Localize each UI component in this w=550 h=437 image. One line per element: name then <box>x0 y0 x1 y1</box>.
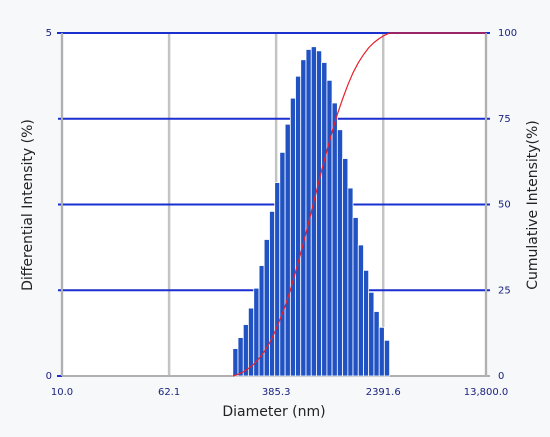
y2-tick-label: 25 <box>498 285 511 296</box>
bar <box>336 129 344 377</box>
bar <box>321 62 328 377</box>
x-tick-label: 385.3 <box>262 387 291 398</box>
bar <box>295 75 302 377</box>
bar <box>342 158 349 377</box>
bar <box>263 239 270 377</box>
bar <box>326 79 333 377</box>
y2-tick-label: 75 <box>498 114 511 125</box>
x-tick-label: 2391.6 <box>366 387 401 398</box>
cumulative-line <box>232 32 486 377</box>
y2-tick-label: 0 <box>498 371 504 382</box>
bar <box>347 187 354 377</box>
bar <box>368 291 375 377</box>
bar <box>279 151 286 377</box>
y-tick-label: 5 <box>46 28 52 39</box>
y-axis-title: Differential Intensity (%) <box>20 119 36 291</box>
bar <box>331 102 338 377</box>
bar <box>284 123 291 377</box>
bar <box>289 97 296 377</box>
bar <box>232 348 239 377</box>
x-tick-label: 13,800.0 <box>464 387 509 398</box>
y2-axis-title: Cumulative Intensity(%) <box>525 120 541 290</box>
bar <box>363 269 370 377</box>
x-axis-title: Diameter (nm) <box>222 404 325 420</box>
bar <box>378 326 385 377</box>
bar <box>274 182 281 377</box>
y-tick-label: 0 <box>46 371 52 382</box>
bar <box>300 59 307 377</box>
bar <box>357 244 364 377</box>
bar <box>383 339 391 377</box>
bar <box>258 265 265 377</box>
x-tick-label: 62.1 <box>158 387 180 398</box>
bar <box>316 50 323 377</box>
bar <box>237 337 244 377</box>
bar <box>269 210 276 377</box>
y2-tick-label: 100 <box>498 28 517 39</box>
bar <box>373 311 380 377</box>
bar <box>352 217 359 377</box>
x-tick-label: 10.0 <box>51 387 73 398</box>
y2-tick-label: 50 <box>498 200 511 211</box>
